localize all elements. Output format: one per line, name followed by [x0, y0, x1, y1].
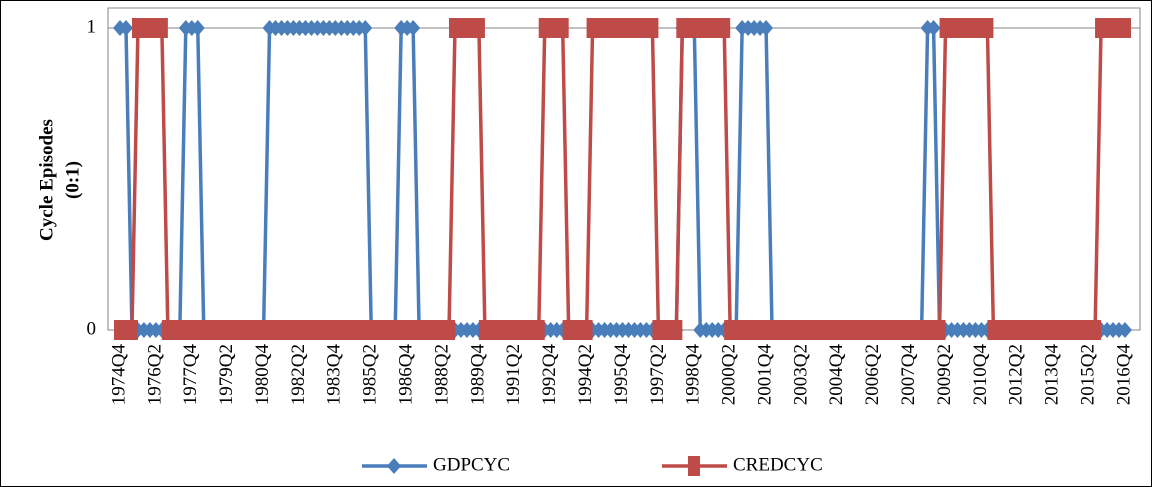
- x-tick-label: 1983Q4: [324, 344, 345, 406]
- data-point: [118, 20, 133, 36]
- data-point: [926, 20, 941, 36]
- data-point: [718, 18, 731, 38]
- x-tick-label: 1989Q4: [467, 344, 488, 406]
- x-tick-label: 2006Q2: [862, 344, 883, 405]
- x-tick-label: 2013Q4: [1042, 344, 1063, 406]
- x-tick-label: 1991Q2: [503, 344, 524, 405]
- data-point: [443, 320, 456, 340]
- data-point: [759, 20, 774, 36]
- x-tick-label: 1980Q4: [252, 344, 273, 406]
- x-tick-label: 2009Q2: [934, 344, 955, 405]
- x-tick-label: 1976Q2: [144, 344, 165, 405]
- data-point: [155, 18, 168, 38]
- data-point: [472, 18, 485, 38]
- x-tick-label: 2010Q4: [970, 344, 991, 406]
- x-tick-label: 1986Q4: [396, 344, 417, 406]
- x-tick-label: 1997Q2: [647, 344, 668, 405]
- data-point: [1118, 322, 1132, 338]
- x-tick-label: 1994Q2: [575, 344, 596, 405]
- x-tick-label: 1979Q2: [216, 344, 237, 405]
- data-point: [532, 320, 545, 340]
- x-tick-label: 2004Q4: [826, 344, 847, 406]
- x-tick-label: 2001Q4: [754, 344, 775, 406]
- data-point: [1119, 18, 1131, 38]
- data-point: [358, 20, 373, 36]
- x-tick-label: 1982Q2: [288, 344, 309, 405]
- y-axis-label: Cycle Episodes: [36, 119, 57, 241]
- data-point: [580, 320, 593, 340]
- legend-marker: [688, 456, 700, 476]
- legend-label: GDPCYC: [433, 454, 510, 475]
- data-point: [933, 320, 946, 340]
- y-tick-label: 1: [87, 16, 97, 37]
- legend-marker: [387, 458, 401, 474]
- x-tick-label: 1985Q2: [360, 344, 381, 405]
- data-point: [646, 18, 659, 38]
- legend-label: CREDCYC: [733, 454, 823, 475]
- data-point: [406, 20, 421, 36]
- x-tick-label: 1992Q4: [539, 344, 560, 406]
- x-tick-label: 1995Q4: [611, 344, 632, 406]
- y-axis-label: (0:1): [62, 161, 83, 199]
- data-point: [125, 320, 138, 340]
- data-point: [670, 320, 683, 340]
- x-tick-label: 1974Q4: [108, 344, 129, 406]
- data-point: [1089, 320, 1102, 340]
- data-point: [190, 20, 205, 36]
- y-tick-label: 0: [87, 318, 97, 339]
- x-tick-label: 2012Q2: [1006, 344, 1027, 405]
- x-tick-label: 1988Q2: [431, 344, 452, 405]
- data-point: [981, 18, 994, 38]
- x-tick-label: 2015Q2: [1077, 344, 1098, 405]
- x-tick-label: 2007Q4: [898, 344, 919, 406]
- x-tick-label: 1977Q4: [180, 344, 201, 406]
- x-tick-label: 1998Q4: [683, 344, 704, 406]
- x-tick-label: 2003Q2: [790, 344, 811, 405]
- x-tick-label: 2016Q4: [1113, 344, 1134, 406]
- x-tick-label: 2000Q2: [719, 344, 740, 405]
- data-point: [556, 18, 569, 38]
